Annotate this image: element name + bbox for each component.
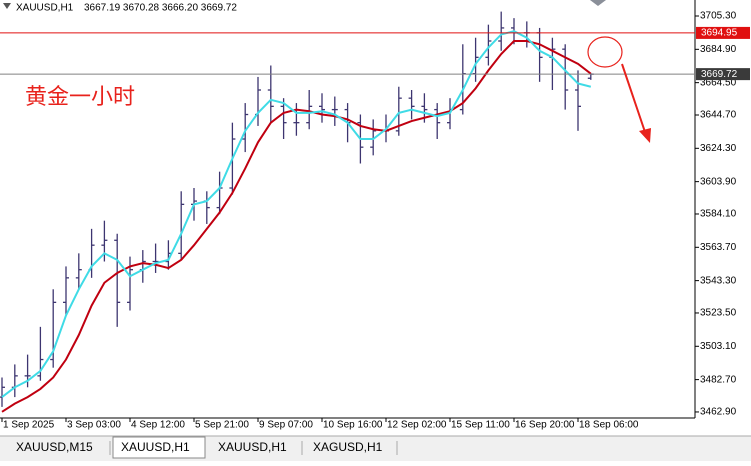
annotation: 黄金一小时 [25, 84, 135, 109]
ohlc-bar [485, 24, 492, 66]
y-tick-label: 3584.10 [700, 209, 737, 220]
ohlc-bar [0, 377, 5, 407]
x-tick-label: 4 Sep 12:00 [131, 420, 185, 431]
y-tick-label: 3503.10 [700, 341, 737, 352]
ohlc-bar [434, 103, 441, 140]
ohlc-bar [498, 11, 505, 51]
ohlc-bar [562, 44, 569, 110]
x-tick-label: 3 Sep 03:00 [67, 420, 121, 431]
ma-line [1, 30, 592, 398]
ohlc-bar [267, 65, 274, 123]
y-tick-label: 3482.70 [700, 374, 737, 385]
ohlc-bar [370, 119, 377, 156]
tab-label[interactable]: XAGUSD,H1 [313, 440, 383, 454]
x-tick-label: 12 Sep 02:00 [387, 420, 447, 431]
price-label-box [696, 68, 750, 81]
tab[interactable] [8, 437, 108, 458]
x-tick-label: 1 Sep 2025 [3, 420, 55, 431]
y-tick-label: 3563.70 [700, 242, 737, 253]
ohlc-bar [280, 98, 287, 140]
x-tick-label: 18 Sep 06:00 [579, 420, 639, 431]
tab-label[interactable]: XAUUSD,M15 [16, 440, 93, 454]
ohlc-bar [331, 96, 338, 126]
tab-label[interactable]: XAUUSD,H1 [218, 440, 287, 454]
tab[interactable] [112, 436, 206, 459]
price-label: 3694.95 [701, 28, 738, 39]
plot: 3705.30 3684.90 3664.50 3644.70 3624.30 3603.… [0, 11, 750, 431]
ohlc-bar [242, 103, 249, 153]
menu-icon[interactable] [3, 3, 11, 9]
ohlc-bar [178, 191, 185, 260]
x-tick-label: 15 Sep 11:00 [451, 420, 510, 431]
ohlc-bar [114, 233, 121, 327]
x-tick-label: 16 Sep 20:00 [515, 420, 575, 431]
price-label: 3669.72 [701, 69, 738, 80]
y-tick-label: 3523.50 [700, 308, 737, 319]
tab[interactable] [210, 437, 300, 458]
ohlc-bar [75, 253, 82, 290]
arrow [621, 63, 646, 133]
x-tick-label: 10 Sep 16:00 [323, 420, 383, 431]
arrow-head [639, 128, 651, 143]
y-tick-label: 3603.90 [700, 176, 737, 187]
x-tick-label: 5 Sep 21:00 [195, 420, 249, 431]
ohlc-bar [50, 289, 57, 368]
ohlc-bar [319, 93, 325, 123]
ohlc-bar [293, 103, 300, 136]
y-tick-label: 3705.30 [700, 11, 737, 22]
price-label-box [696, 26, 750, 39]
tab-label[interactable]: XAUUSD,H1 [121, 440, 190, 454]
scroll-marker [590, 0, 606, 6]
ohlc-bar [575, 70, 581, 131]
tabs: XAUUSD,M15 XAUUSD,H1 XAUUSD,H1 XAGUSD,H1 [8, 436, 398, 459]
quote: 3667.19 3670.28 3666.20 3669.72 [84, 3, 237, 14]
highlight-circle [587, 36, 623, 68]
ma-line [1, 39, 592, 413]
background [0, 0, 751, 436]
y-tick-label: 3644.70 [700, 110, 737, 121]
x-tick-label: 9 Sep 07:00 [259, 420, 313, 431]
y-tick-label: 3684.90 [700, 44, 737, 55]
y-tick-label: 3624.30 [700, 143, 737, 154]
ohlc-bar [408, 90, 415, 120]
ohlc-bar [306, 90, 313, 130]
ohlc-bar [395, 86, 402, 136]
y-tick-label: 3664.50 [700, 77, 737, 88]
chart-title: XAUUSD,H1 [16, 3, 74, 14]
ohlc-bar [63, 266, 69, 316]
y-tick-label: 3462.90 [700, 407, 737, 418]
y-tick-label: 3543.30 [700, 275, 737, 286]
tab[interactable] [305, 437, 395, 458]
